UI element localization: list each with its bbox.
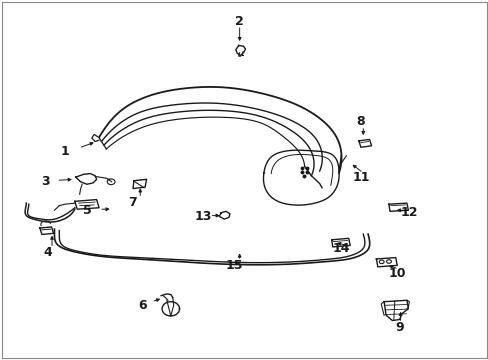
Text: 11: 11: [351, 171, 369, 184]
Text: 3: 3: [41, 175, 50, 188]
Text: 4: 4: [44, 247, 52, 260]
Text: 9: 9: [394, 321, 403, 334]
Text: 6: 6: [138, 299, 147, 312]
Text: 13: 13: [194, 210, 211, 223]
Text: 1: 1: [61, 145, 69, 158]
Text: 8: 8: [356, 115, 365, 128]
Text: 5: 5: [82, 204, 91, 217]
Text: 15: 15: [225, 259, 243, 272]
Text: 14: 14: [332, 242, 349, 255]
Text: 7: 7: [128, 195, 137, 208]
Text: 10: 10: [387, 267, 405, 280]
Text: 2: 2: [235, 15, 244, 28]
Text: 12: 12: [400, 206, 417, 219]
